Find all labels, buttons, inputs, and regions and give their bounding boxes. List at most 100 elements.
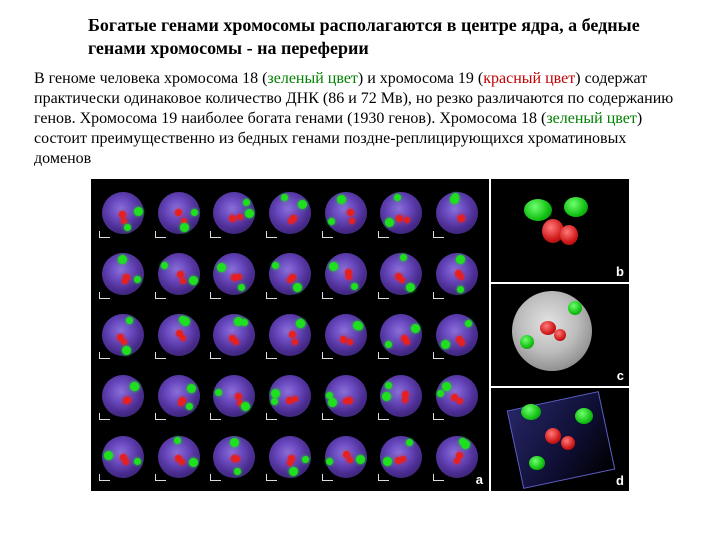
nucleus-cell	[97, 307, 149, 364]
nucleus-icon	[325, 375, 367, 417]
body-paragraph: В геноме человека хромосома 18 (зеленый …	[34, 69, 686, 169]
chr18-green-dot	[104, 451, 113, 460]
chr18-green-dot	[329, 262, 338, 271]
chr19-red-dot	[459, 340, 465, 346]
tick-mark-icon	[99, 352, 110, 359]
tick-mark-icon	[155, 292, 166, 299]
chr18-green-dot	[189, 458, 198, 467]
tick-mark-icon	[378, 474, 389, 481]
chr19-red-dot	[123, 459, 129, 465]
chr18-green-dot	[326, 458, 333, 465]
chr18-green-dot	[245, 209, 254, 218]
green-blob-icon	[520, 335, 534, 349]
chr19-red-dot	[289, 331, 296, 338]
chr19-red-dot	[347, 457, 353, 463]
panel-a-label: a	[476, 472, 483, 487]
chr18-color-label-1: зеленый цвет	[267, 70, 358, 87]
chr19-red-dot	[180, 335, 186, 341]
chr19-red-dot	[175, 209, 182, 216]
nucleus-gray-icon	[512, 291, 592, 371]
chr18-green-dot	[465, 320, 472, 327]
chr19-red-dot	[454, 458, 460, 464]
chr19-red-dot	[179, 459, 185, 465]
chr18-green-dot	[271, 389, 280, 398]
chr19-red-dot	[457, 398, 463, 404]
chr19-red-dot	[234, 456, 240, 462]
nucleus-cell	[153, 307, 205, 364]
chr18-green-dot	[356, 323, 363, 330]
tick-mark-icon	[155, 231, 166, 238]
chr19-red-dot	[125, 397, 131, 403]
body-seg1: В геноме человека хромосома 18 (	[34, 70, 267, 87]
nucleus-icon	[213, 314, 255, 356]
red-blob-icon	[560, 225, 578, 245]
chr19-red-dot	[287, 277, 293, 283]
nucleus-grid	[97, 185, 483, 485]
nucleus-cell	[431, 307, 483, 364]
cluster-b	[520, 195, 600, 265]
nucleus-cell	[97, 367, 149, 424]
nucleus-cell	[376, 246, 428, 303]
chr18-green-dot	[241, 319, 248, 326]
chr18-green-dot	[293, 283, 302, 292]
chr19-red-dot	[235, 393, 242, 400]
nucleus-cell	[97, 428, 149, 485]
nucleus-icon	[436, 192, 478, 234]
nucleus-cell	[264, 307, 316, 364]
nucleus-icon	[269, 314, 311, 356]
tick-mark-icon	[433, 474, 444, 481]
tick-mark-icon	[266, 292, 277, 299]
nucleus-cell	[208, 428, 260, 485]
nucleus-icon	[436, 375, 478, 417]
tick-mark-icon	[266, 352, 277, 359]
nucleus-icon	[325, 253, 367, 295]
tick-mark-icon	[99, 413, 110, 420]
chr18-green-dot	[328, 398, 337, 407]
chr18-green-dot	[437, 390, 444, 397]
chr18-green-dot	[298, 200, 307, 209]
chr18-green-dot	[174, 437, 181, 444]
chr18-green-dot	[134, 207, 143, 216]
chr18-green-dot	[385, 382, 392, 389]
nucleus-cell	[264, 428, 316, 485]
chr18-green-dot	[132, 383, 139, 390]
nucleus-cell	[153, 367, 205, 424]
chr18-color-label-2: зеленый цвет	[546, 110, 637, 127]
chr18-green-dot	[179, 316, 186, 323]
chr18-green-dot	[230, 438, 239, 447]
nucleus-icon	[436, 253, 478, 295]
red-blob-icon	[554, 329, 566, 341]
chr18-green-dot	[118, 255, 127, 264]
green-blob-icon	[575, 408, 593, 424]
tick-mark-icon	[210, 474, 221, 481]
chr18-green-dot	[441, 340, 450, 349]
green-blob-icon	[529, 456, 545, 470]
chr18-green-dot	[328, 218, 335, 225]
panel-d: d	[489, 386, 629, 491]
tick-mark-icon	[322, 292, 333, 299]
chr18-green-dot	[456, 255, 465, 264]
nucleus-icon	[213, 436, 255, 478]
chr19-red-dot	[347, 209, 354, 216]
chr18-green-dot	[272, 262, 279, 269]
cluster-c	[512, 291, 608, 379]
nucleus-icon	[102, 375, 144, 417]
nucleus-cell	[320, 246, 372, 303]
chr18-green-dot	[186, 403, 193, 410]
nucleus-cell	[376, 367, 428, 424]
tick-mark-icon	[378, 231, 389, 238]
chr18-green-dot	[215, 389, 222, 396]
chr18-green-dot	[382, 392, 391, 401]
chr18-green-dot	[122, 346, 131, 355]
tick-mark-icon	[433, 292, 444, 299]
chr19-red-dot	[349, 218, 355, 224]
nucleus-cell	[431, 246, 483, 303]
chr18-green-dot	[385, 218, 394, 227]
nucleus-cell	[320, 428, 372, 485]
nucleus-icon	[102, 314, 144, 356]
chr18-green-dot	[351, 283, 358, 290]
tick-mark-icon	[99, 231, 110, 238]
body-seg2: ) и хромосома 19 (	[358, 70, 483, 87]
figure: a b	[91, 179, 629, 491]
chr18-green-dot	[383, 457, 392, 466]
